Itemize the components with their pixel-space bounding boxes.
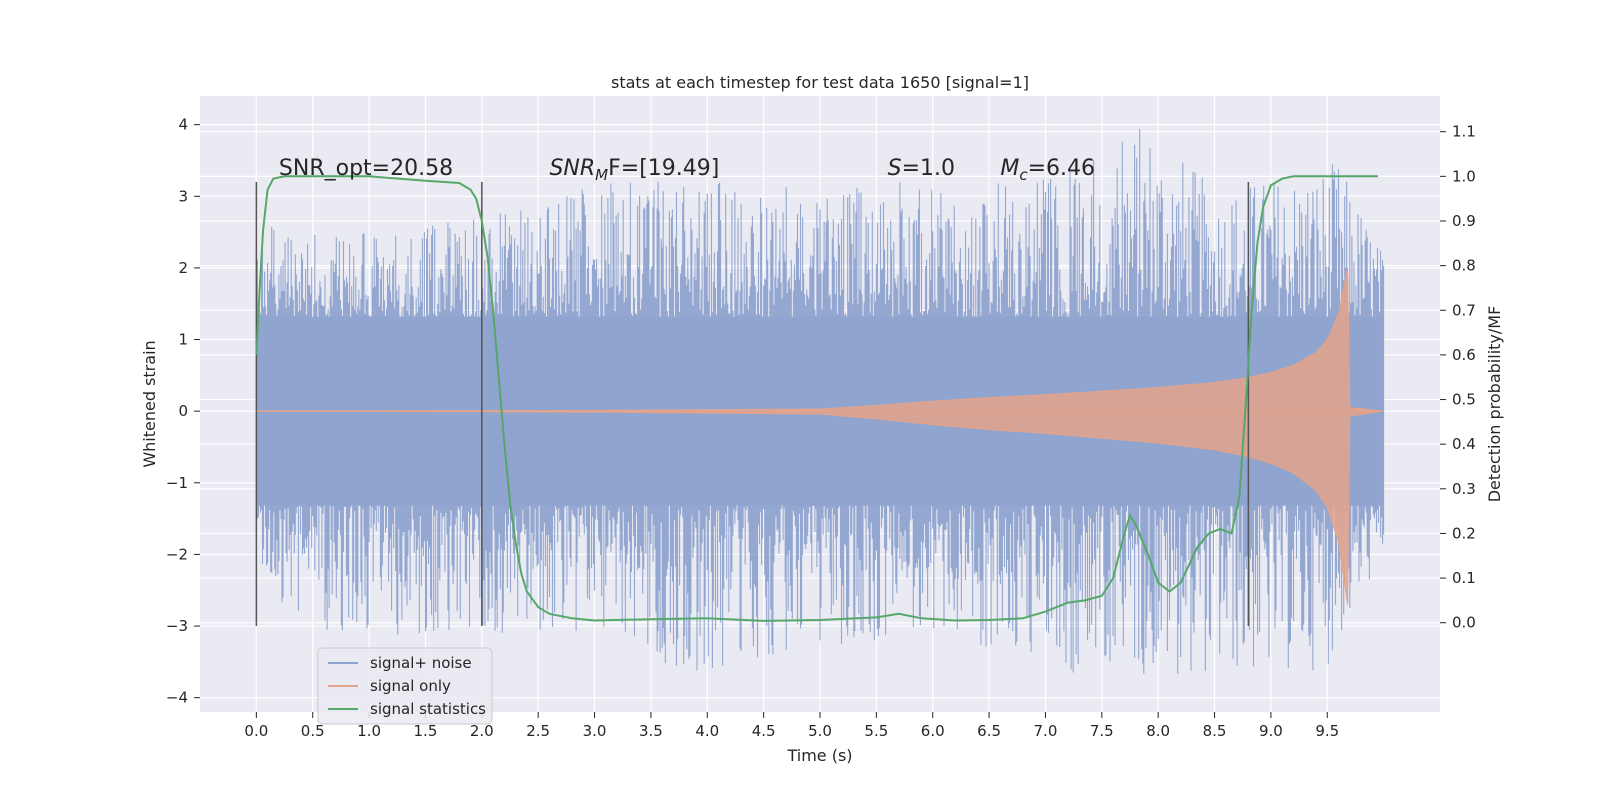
chart-title: stats at each timestep for test data 165… xyxy=(611,73,1029,92)
x-tick-label-14: 7.0 xyxy=(1034,722,1058,740)
annotation-2-base: S xyxy=(888,156,902,181)
x-tick-label-10: 5.0 xyxy=(808,722,832,740)
x-tick-label-6: 3.0 xyxy=(583,722,607,740)
annotation-3-sub: c xyxy=(1019,166,1028,184)
y-right-tick-label-0: 0.0 xyxy=(1452,614,1476,632)
y-right-tick-label-6: 0.6 xyxy=(1452,346,1476,364)
annotation-1-sub: M xyxy=(595,166,608,184)
y-tick-label-1: −3 xyxy=(166,617,188,635)
x-tick-label-18: 9.0 xyxy=(1259,722,1283,740)
annotation-1-base: SNR xyxy=(549,156,595,181)
legend-box xyxy=(317,647,493,725)
x-tick-label-3: 1.5 xyxy=(414,722,438,740)
y-right-axis-ticks: 0.0 0.1 0.2 0.3 0.4 0.5 0.6 0.7 0.8 0.9 1.0 1.1 xyxy=(1440,123,1476,632)
annotation-1-rest: F=[19.49] xyxy=(608,156,719,181)
y-tick-label-0: −4 xyxy=(166,689,188,707)
y-tick-label-5: 1 xyxy=(178,331,188,349)
x-tick-label-19: 9.5 xyxy=(1315,722,1339,740)
x-tick-label-2: 1.0 xyxy=(357,722,381,740)
y-right-tick-label-10: 1.0 xyxy=(1452,167,1476,185)
x-tick-label-17: 8.5 xyxy=(1203,722,1227,740)
y-right-tick-label-9: 0.9 xyxy=(1452,212,1476,230)
signal-only-series xyxy=(256,267,1384,605)
y-tick-label-2: −2 xyxy=(166,545,188,563)
y-tick-label-8: 4 xyxy=(178,116,188,134)
legend: signal+ noise signal only signal statist… xyxy=(317,647,493,725)
y-right-tick-label-1: 0.1 xyxy=(1452,569,1476,587)
vertical-markers xyxy=(255,181,1250,627)
annotation-2-rest: =1.0 xyxy=(902,156,955,181)
y-axis-label: Whitened strain xyxy=(140,340,159,467)
annotation-2: S=1.0 xyxy=(888,156,955,181)
y-right-tick-label-3: 0.3 xyxy=(1452,480,1476,498)
y-right-tick-label-7: 0.7 xyxy=(1452,301,1476,319)
legend-label-signal-only: signal only xyxy=(370,677,451,695)
x-tick-label-5: 2.5 xyxy=(526,722,550,740)
legend-label-signal-statistics: signal statistics xyxy=(370,700,486,718)
x-tick-label-11: 5.5 xyxy=(864,722,888,740)
y-right-tick-label-8: 0.8 xyxy=(1452,257,1476,275)
y-right-tick-label-2: 0.2 xyxy=(1452,524,1476,542)
y-right-tick-label-5: 0.5 xyxy=(1452,391,1476,409)
annotations: SNR_opt=20.58 SNRMF=[19.49] S=1.0 Mc=6.46 xyxy=(279,156,1095,184)
y-tick-label-4: 0 xyxy=(178,402,188,420)
x-tick-label-7: 3.5 xyxy=(639,722,663,740)
annotation-3-rest: =6.46 xyxy=(1028,156,1095,181)
legend-label-signal-noise: signal+ noise xyxy=(370,654,472,672)
x-tick-label-15: 7.5 xyxy=(1090,722,1114,740)
x-axis-ticks: 0.0 0.5 1.0 1.5 2.0 2.5 3.0 3.5 4.0 4.5 5.0 5.5 6.0 6… xyxy=(244,712,1339,740)
signal-statistics-line xyxy=(255,175,1378,622)
y-right-axis-label: Detection probability/MF xyxy=(1485,306,1504,503)
x-tick-label-9: 4.5 xyxy=(752,722,776,740)
x-tick-label-4: 2.0 xyxy=(470,722,494,740)
y-right-tick-label-4: 0.4 xyxy=(1452,435,1476,453)
x-tick-label-16: 8.0 xyxy=(1146,722,1170,740)
x-tick-label-8: 4.0 xyxy=(695,722,719,740)
y-tick-label-3: −1 xyxy=(166,474,188,492)
x-tick-label-12: 6.0 xyxy=(921,722,945,740)
y-tick-label-6: 2 xyxy=(178,259,188,277)
y-tick-label-7: 3 xyxy=(178,187,188,205)
signal-statistics-series xyxy=(255,175,1378,622)
y-axis-ticks: −4 −3 −2 −1 0 1 2 3 4 xyxy=(166,116,200,707)
x-tick-label-1: 0.5 xyxy=(301,722,325,740)
x-tick-label-13: 6.5 xyxy=(977,722,1001,740)
x-axis-label: Time (s) xyxy=(786,746,852,765)
y-right-tick-label-11: 1.1 xyxy=(1452,123,1476,141)
annotation-0: SNR_opt=20.58 xyxy=(279,156,453,181)
x-tick-label-0: 0.0 xyxy=(244,722,268,740)
annotation-3-base: M xyxy=(1000,156,1019,181)
annotation-1: SNRMF=[19.49] xyxy=(549,156,719,184)
annotation-3: Mc=6.46 xyxy=(1000,156,1095,184)
